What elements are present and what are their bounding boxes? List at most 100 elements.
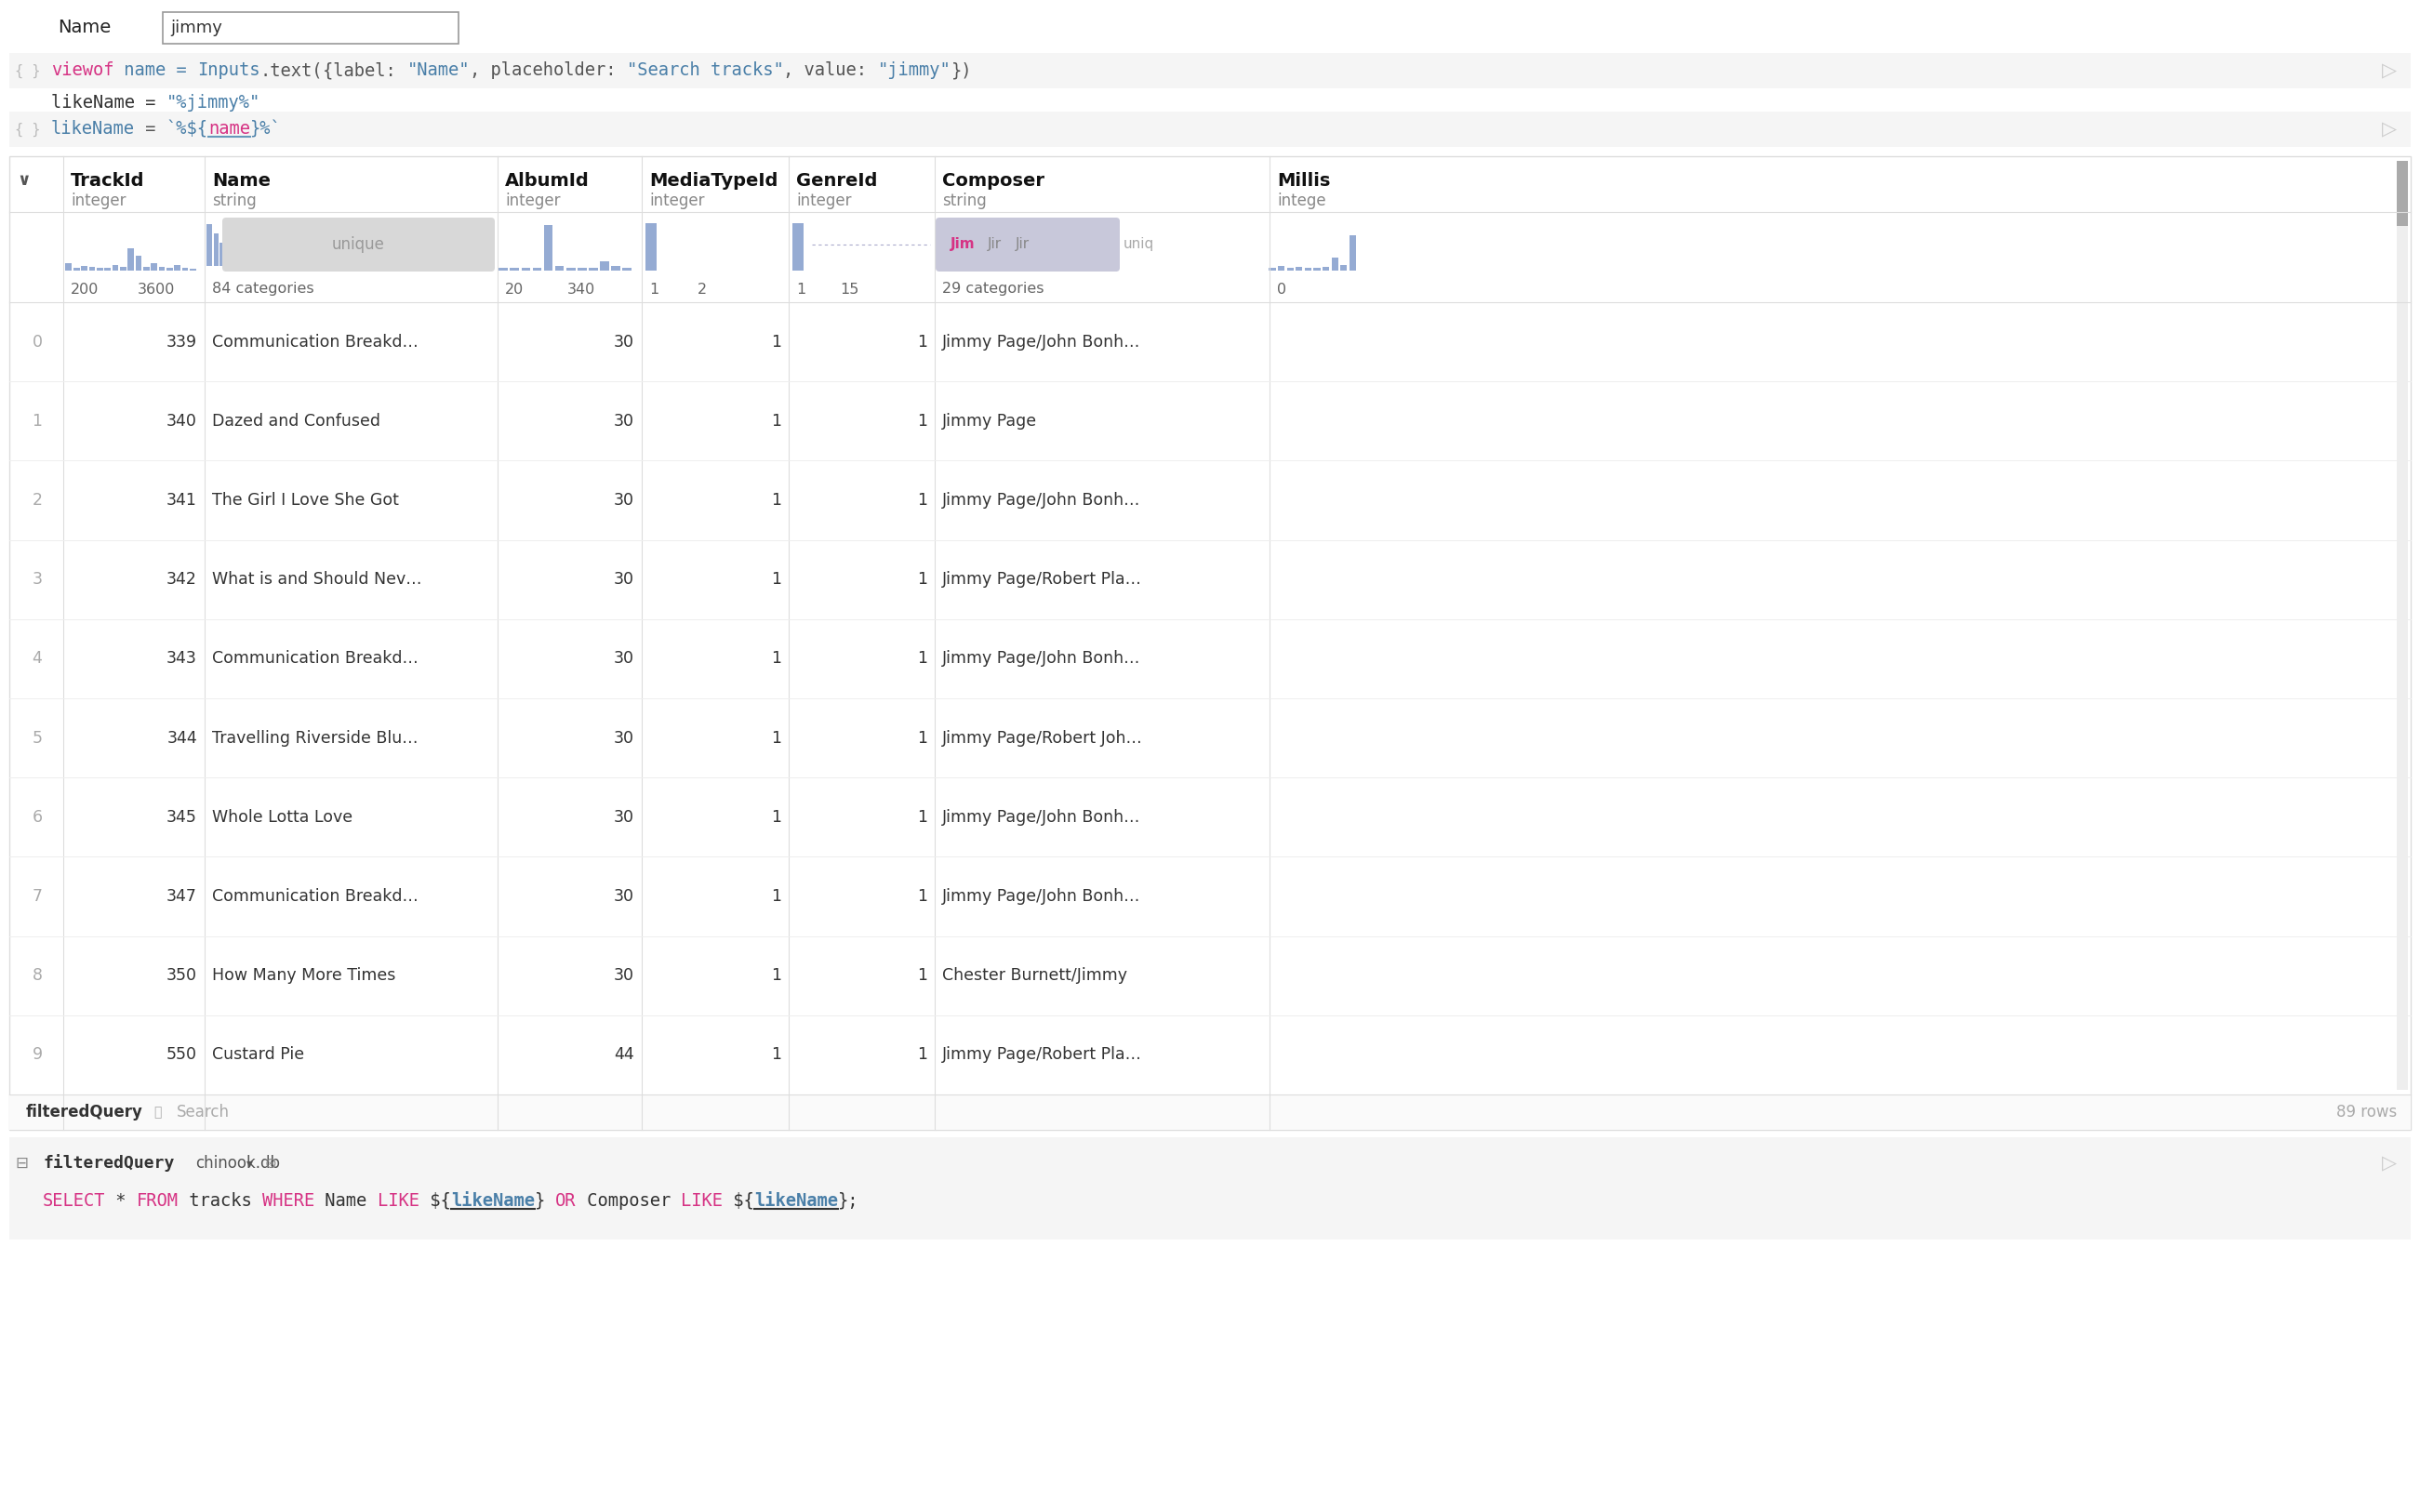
Text: Jimmy Page/John Bonh…: Jimmy Page/John Bonh… xyxy=(941,650,1140,667)
Bar xyxy=(90,266,94,271)
Bar xyxy=(499,268,508,271)
Bar xyxy=(612,266,620,271)
Text: {label:: {label: xyxy=(324,62,407,80)
Bar xyxy=(1321,266,1329,271)
Text: 1: 1 xyxy=(917,334,927,351)
Text: 1: 1 xyxy=(772,650,782,667)
Text: Communication Breakd…: Communication Breakd… xyxy=(213,334,419,351)
Text: 340: 340 xyxy=(566,283,595,296)
Bar xyxy=(588,268,598,271)
Text: "%jimmy%": "%jimmy%" xyxy=(167,94,261,110)
Text: AlbumId: AlbumId xyxy=(506,171,590,189)
Bar xyxy=(213,233,218,266)
Bar xyxy=(104,268,111,271)
Text: "Name": "Name" xyxy=(407,62,469,80)
Text: 0: 0 xyxy=(31,334,41,351)
Bar xyxy=(10,53,2410,88)
Text: 2: 2 xyxy=(31,491,41,508)
Text: viewof: viewof xyxy=(51,62,114,80)
Text: 20: 20 xyxy=(506,283,523,296)
Text: 1: 1 xyxy=(917,888,927,904)
Bar xyxy=(10,1137,2410,1240)
Text: 1: 1 xyxy=(917,413,927,429)
Text: MediaTypeId: MediaTypeId xyxy=(649,171,777,189)
Text: name: name xyxy=(208,121,249,138)
Bar xyxy=(97,268,104,271)
Bar xyxy=(1304,268,1312,271)
Text: 30: 30 xyxy=(615,809,634,826)
Text: 7: 7 xyxy=(31,888,41,904)
Text: { }: { } xyxy=(15,64,41,77)
Bar xyxy=(121,266,126,271)
Text: 1: 1 xyxy=(772,413,782,429)
Text: ▷: ▷ xyxy=(2381,119,2396,139)
Text: 1: 1 xyxy=(772,334,782,351)
Text: Jimmy Page/John Bonh…: Jimmy Page/John Bonh… xyxy=(941,888,1140,904)
Text: 29 categories: 29 categories xyxy=(941,283,1043,296)
Text: 1: 1 xyxy=(917,968,927,984)
Text: 550: 550 xyxy=(167,1046,196,1063)
Text: LIKE: LIKE xyxy=(378,1191,419,1210)
Bar xyxy=(1350,236,1355,271)
Text: tracks: tracks xyxy=(179,1191,261,1210)
Text: string: string xyxy=(941,192,987,209)
Text: 1: 1 xyxy=(917,1046,927,1063)
Text: 1: 1 xyxy=(772,730,782,747)
Text: The Girl I Love She Got: The Girl I Love She Got xyxy=(213,491,399,508)
Bar xyxy=(2396,160,2408,225)
Bar xyxy=(520,268,530,271)
Text: Composer: Composer xyxy=(941,171,1045,189)
Text: Jimmy Page/Robert Pla…: Jimmy Page/Robert Pla… xyxy=(941,1046,1142,1063)
Bar xyxy=(600,262,610,271)
Text: 342: 342 xyxy=(167,572,196,588)
Bar xyxy=(174,265,182,271)
Text: 1: 1 xyxy=(772,491,782,508)
Text: 1: 1 xyxy=(649,283,658,296)
Text: }: } xyxy=(535,1191,557,1210)
Text: 30: 30 xyxy=(615,572,634,588)
Text: 1: 1 xyxy=(917,730,927,747)
Text: 30: 30 xyxy=(615,491,634,508)
FancyBboxPatch shape xyxy=(223,218,494,272)
Text: Inputs: Inputs xyxy=(198,62,261,80)
Bar xyxy=(128,248,133,271)
Text: 4: 4 xyxy=(31,650,41,667)
Text: Communication Breakd…: Communication Breakd… xyxy=(213,888,419,904)
Text: FROM: FROM xyxy=(138,1191,179,1210)
Text: 1: 1 xyxy=(772,888,782,904)
Text: 30: 30 xyxy=(615,334,634,351)
Text: integer: integer xyxy=(796,192,852,209)
Text: Jimmy Page/Robert Joh…: Jimmy Page/Robert Joh… xyxy=(941,730,1142,747)
Bar xyxy=(646,224,656,271)
Text: 340: 340 xyxy=(167,413,196,429)
Bar xyxy=(111,265,119,271)
Text: 9: 9 xyxy=(31,1046,44,1063)
Text: Name: Name xyxy=(58,20,111,36)
Bar xyxy=(1268,268,1275,271)
Text: likeName =: likeName = xyxy=(51,94,167,110)
Text: ⊛: ⊛ xyxy=(266,1157,276,1170)
Text: uniq: uniq xyxy=(1123,237,1154,251)
Bar xyxy=(1314,268,1321,271)
FancyBboxPatch shape xyxy=(162,12,457,44)
Text: `%${: `%${ xyxy=(167,121,208,138)
Text: =: = xyxy=(136,121,167,138)
Text: Jir: Jir xyxy=(1016,237,1028,251)
Bar xyxy=(10,112,2410,147)
Text: 1: 1 xyxy=(917,809,927,826)
Text: Jir: Jir xyxy=(987,237,1002,251)
Text: Millis: Millis xyxy=(1278,171,1331,189)
Text: likeName: likeName xyxy=(450,1191,535,1210)
Bar xyxy=(160,266,165,271)
Text: LIKE: LIKE xyxy=(680,1191,724,1210)
Text: *: * xyxy=(106,1191,138,1210)
Text: Communication Breakd…: Communication Breakd… xyxy=(213,650,419,667)
Text: OR: OR xyxy=(557,1191,576,1210)
Text: TrackId: TrackId xyxy=(70,171,145,189)
Text: Composer: Composer xyxy=(576,1191,680,1210)
Text: { }: { } xyxy=(15,122,41,136)
Text: chinook.db: chinook.db xyxy=(196,1155,281,1172)
Text: 339: 339 xyxy=(167,334,196,351)
Text: string: string xyxy=(213,192,257,209)
Text: 30: 30 xyxy=(615,650,634,667)
